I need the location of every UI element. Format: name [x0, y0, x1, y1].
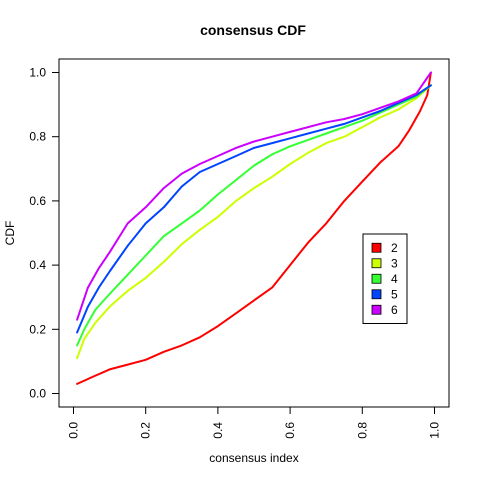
x-tick-label: 0.4 — [211, 422, 225, 439]
legend-label-4: 4 — [391, 272, 398, 286]
legend-box — [362, 233, 408, 324]
legend-swatch-6 — [371, 304, 382, 315]
legend-swatch-4 — [371, 273, 382, 284]
x-tick-label: 1.0 — [428, 422, 442, 439]
series-line-3 — [76, 84, 432, 360]
y-tick-label: 0.2 — [29, 322, 46, 336]
legend-label-5: 5 — [391, 287, 398, 301]
y-axis: 0.0 0.2 0.4 0.6 0.8 1.0 — [29, 66, 60, 401]
series-line-4 — [76, 84, 432, 347]
legend: 23 45 6 — [362, 233, 408, 324]
x-tick-label: 0.8 — [355, 422, 369, 439]
series-line-6 — [76, 71, 432, 321]
y-tick-label: 0.4 — [29, 258, 46, 272]
legend-label-6: 6 — [391, 303, 398, 317]
legend-swatch-3 — [371, 258, 382, 269]
series-line-2 — [76, 71, 432, 385]
y-tick-label: 0.6 — [29, 194, 46, 208]
plot-frame — [58, 58, 450, 408]
y-tick-label: 0.0 — [29, 387, 46, 401]
x-axis-label: consensus index — [209, 451, 298, 465]
legend-swatch-2 — [371, 242, 382, 253]
legend-label-2: 2 — [391, 241, 398, 255]
y-tick-label: 1.0 — [29, 66, 46, 80]
legend-swatch-5 — [371, 289, 382, 300]
y-axis-label: CDF — [3, 221, 17, 246]
x-tick-label: 0.6 — [283, 422, 297, 439]
x-tick-label: 0.0 — [67, 422, 81, 439]
chart-title: consensus CDF — [200, 22, 306, 38]
x-axis: 0.0 0.2 0.4 0.6 0.8 1.0 — [67, 406, 442, 439]
y-tick-label: 0.8 — [29, 130, 46, 144]
series-line-5 — [76, 84, 432, 334]
series-layer — [76, 71, 432, 385]
legend-label-3: 3 — [391, 256, 398, 270]
x-tick-label: 0.2 — [139, 422, 153, 439]
